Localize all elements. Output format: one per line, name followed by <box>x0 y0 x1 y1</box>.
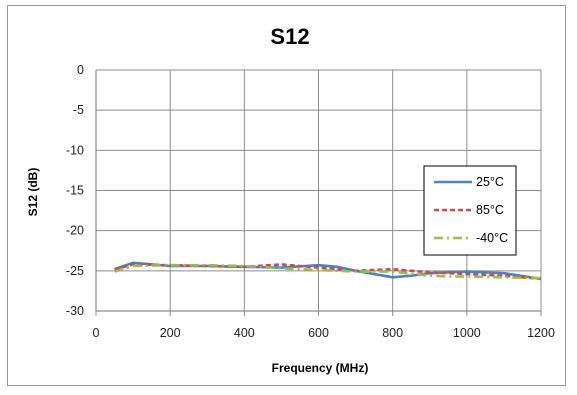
axis-ticks: 0 -5 -10 -15 -20 -25 -30 0 200 400 600 800 1000 1200 <box>66 63 555 340</box>
x-tick-label: 1200 <box>527 326 555 340</box>
x-tick-label: 0 <box>93 326 100 340</box>
chart-frame: S12 0 -5 -10 -15 -20 -25 -30 0 200 400 600 800 1000 1… <box>7 5 566 386</box>
y-tick-label: 0 <box>77 63 84 77</box>
y-tick-label: -15 <box>66 184 84 198</box>
legend-label-3: -40°C <box>476 231 508 245</box>
series-lines <box>114 261 542 281</box>
x-tick-label: 800 <box>382 326 403 340</box>
y-tick-label: -10 <box>66 143 84 157</box>
x-tick-label: 600 <box>308 326 329 340</box>
y-tick-label: -5 <box>73 103 84 117</box>
chart-title: S12 <box>270 24 309 49</box>
x-tick-label: 400 <box>234 326 255 340</box>
legend-label-1: 25°C <box>476 175 504 189</box>
legend: 25°C 85°C -40°C <box>423 165 517 256</box>
s12-chart: S12 0 -5 -10 -15 -20 -25 -30 0 200 400 600 800 1000 1… <box>26 24 555 375</box>
series-line-2 <box>114 263 542 281</box>
x-tick-label: 1000 <box>453 326 481 340</box>
legend-label-2: 85°C <box>476 203 504 217</box>
y-axis-label: S12 (dB) <box>26 168 40 217</box>
y-tick-label: -25 <box>66 264 84 278</box>
x-axis-label: Frequency (MHz) <box>272 361 369 375</box>
y-tick-label: -30 <box>66 304 84 318</box>
x-tick-label: 200 <box>160 326 181 340</box>
series-line-3 <box>114 263 542 280</box>
y-tick-label: -20 <box>66 224 84 238</box>
